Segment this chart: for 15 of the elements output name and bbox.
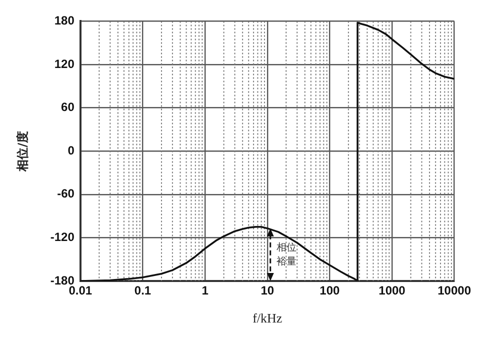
x-tick-label: 10 (260, 284, 274, 298)
annotation: 相位裕量 (276, 241, 296, 268)
y-tick-label: 0 (68, 143, 75, 158)
y-tick-label: -60 (57, 186, 75, 201)
y-tick-label: -120 (50, 230, 75, 244)
x-axis-title: f/kHz (252, 310, 282, 326)
x-tick-label: 0.1 (134, 284, 152, 298)
x-tick-label: 100 (320, 284, 340, 298)
y-tick-label: 60 (61, 100, 75, 114)
y-tick-label: 180 (54, 14, 75, 28)
y-tick-label: 120 (54, 56, 75, 71)
x-tick-label: 10000 (438, 284, 472, 298)
x-tick-label: 1000 (378, 284, 406, 298)
x-tick-label: 1 (202, 284, 209, 298)
y-axis-title: 相位/度 (15, 130, 30, 172)
